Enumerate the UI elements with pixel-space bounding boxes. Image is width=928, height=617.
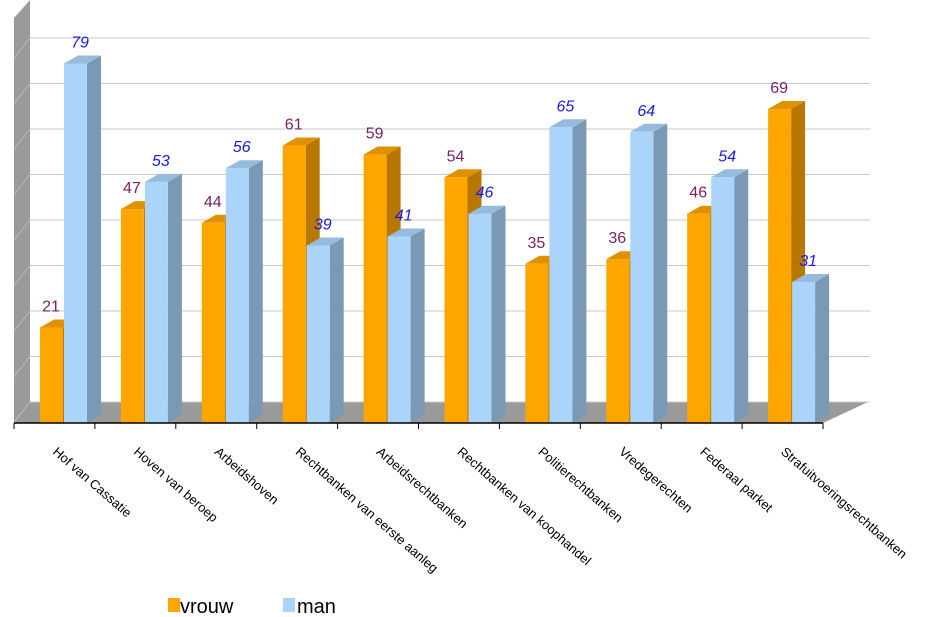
x-tick-label: Strafuitvoeringsrechtbanken — [778, 444, 910, 562]
bar-vrouw-top — [363, 146, 401, 155]
bar-man — [306, 245, 330, 423]
x-tick-label: Arbeidshoven — [212, 444, 282, 507]
bar-man-top — [225, 160, 263, 169]
bar-vrouw — [201, 222, 225, 423]
data-label-man: 65 — [557, 98, 575, 115]
bar-vrouw-top — [282, 137, 320, 146]
bar-vrouw — [768, 109, 792, 424]
data-label-vrouw: 35 — [528, 235, 546, 252]
data-label-man: 41 — [395, 207, 413, 224]
data-label-vrouw: 46 — [689, 185, 707, 202]
x-axis — [13, 422, 824, 429]
bar-vrouw — [606, 259, 630, 423]
bar-man-side — [815, 273, 830, 423]
bar-man-side — [491, 205, 506, 423]
data-label-man: 31 — [799, 253, 817, 270]
bar-man-top — [549, 119, 587, 128]
data-label-vrouw: 21 — [42, 298, 60, 315]
bar-man-side — [248, 160, 263, 423]
data-label-vrouw: 54 — [447, 148, 465, 165]
x-tick-label: Politierechtbanken — [535, 444, 626, 525]
gridline-side — [13, 310, 31, 332]
data-label-vrouw: 61 — [285, 116, 303, 133]
bar-man — [792, 281, 816, 423]
bar-vrouw-top — [768, 101, 806, 110]
bar-vrouw — [444, 177, 468, 423]
gridline-side — [13, 128, 31, 150]
data-label-man: 56 — [233, 139, 251, 156]
gridline-side — [13, 37, 31, 59]
side-wall — [14, 0, 30, 423]
legend-swatch-vrouw — [168, 598, 180, 612]
data-label-man: 64 — [637, 103, 655, 120]
bar-man-side — [410, 228, 425, 423]
legend-label-vrouw: vrouw — [180, 596, 234, 617]
bar-man-top — [306, 237, 344, 246]
x-tick-label: Hof van Cassatie — [50, 444, 135, 520]
bar-man — [225, 168, 249, 423]
bar-vrouw — [40, 327, 63, 423]
x-tick-label: Hoven van beroep — [131, 444, 221, 525]
gridline-side — [13, 401, 31, 423]
bar-man-top — [144, 173, 182, 182]
data-label-man: 53 — [152, 153, 170, 170]
bar-vrouw — [282, 145, 306, 423]
bar-man — [387, 236, 411, 423]
data-label-vrouw: 36 — [608, 230, 626, 247]
bar-man — [144, 181, 168, 423]
bar-man-top — [468, 205, 506, 214]
bar-man — [549, 127, 573, 423]
bar-man-side — [87, 55, 101, 424]
data-label-man: 46 — [476, 185, 494, 202]
bar-man — [711, 177, 735, 423]
data-label-man: 54 — [718, 148, 736, 165]
data-label-vrouw: 47 — [123, 180, 141, 197]
x-tick-label: Rechtbanken van koophandel — [455, 444, 595, 568]
x-tick-label: Rechtbanken van eerste aanleg — [293, 444, 441, 576]
data-label-vrouw: 44 — [204, 194, 222, 211]
value-labels: 21 79 47 53 44 56 61 39 59 41 54 46 35 65 36 64 46 54 69 31 — [42, 35, 817, 316]
bar-man-side — [653, 123, 668, 424]
bar-man-side — [167, 173, 182, 423]
legend-label-man: man — [297, 596, 336, 617]
data-label-vrouw: 69 — [770, 80, 788, 97]
bar-man-top — [387, 228, 425, 237]
bar-vrouw-top — [444, 169, 482, 178]
bar-man-top — [64, 55, 101, 64]
gridline-side — [13, 174, 31, 195]
bar-man — [630, 131, 654, 424]
bar-man — [468, 213, 492, 423]
data-label-man: 39 — [314, 217, 332, 234]
bar-man-top — [792, 273, 830, 282]
data-label-vrouw: 59 — [366, 126, 384, 143]
legend: vrouw man — [168, 596, 336, 617]
gridline-side — [13, 83, 31, 104]
bar-vrouw — [363, 154, 387, 424]
legend-swatch-man — [283, 598, 295, 612]
gridline-side — [13, 356, 31, 377]
bar-man-side — [734, 169, 749, 423]
bar-vrouw — [687, 213, 711, 423]
gridline-side — [13, 265, 31, 286]
bars — [40, 55, 830, 424]
x-tick-label: Federaal parket — [697, 444, 776, 515]
gridline-side — [13, 219, 31, 241]
bar-vrouw — [120, 209, 144, 423]
data-label-man: 79 — [71, 35, 89, 52]
bar-man-side — [572, 119, 587, 423]
bar-man — [64, 63, 87, 424]
bar-man-top — [630, 123, 668, 132]
bar-man-side — [329, 237, 344, 423]
bar-man-top — [711, 169, 749, 178]
x-tick-label: Vredegerechten — [616, 444, 695, 516]
bar-vrouw — [525, 263, 549, 423]
